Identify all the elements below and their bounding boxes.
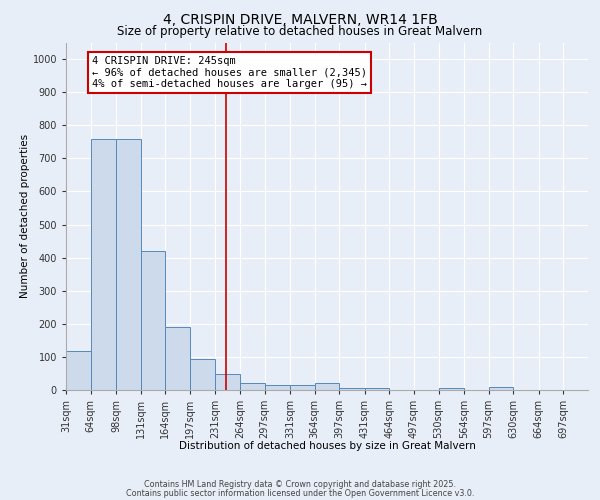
Bar bbox=[215, 374, 240, 390]
Text: 4 CRISPIN DRIVE: 245sqm
← 96% of detached houses are smaller (2,345)
4% of semi-: 4 CRISPIN DRIVE: 245sqm ← 96% of detache… bbox=[92, 56, 367, 89]
Text: Size of property relative to detached houses in Great Malvern: Size of property relative to detached ho… bbox=[118, 25, 482, 38]
Bar bbox=[240, 384, 265, 390]
Bar bbox=[290, 385, 314, 390]
Bar bbox=[265, 385, 290, 390]
Bar bbox=[166, 327, 190, 390]
Text: Contains HM Land Registry data © Crown copyright and database right 2025.: Contains HM Land Registry data © Crown c… bbox=[144, 480, 456, 489]
Bar bbox=[439, 388, 464, 390]
Y-axis label: Number of detached properties: Number of detached properties bbox=[20, 134, 29, 298]
Bar bbox=[365, 388, 389, 390]
Bar bbox=[116, 140, 140, 390]
Text: Contains public sector information licensed under the Open Government Licence v3: Contains public sector information licen… bbox=[126, 488, 474, 498]
Bar bbox=[340, 388, 365, 390]
Bar bbox=[314, 384, 340, 390]
Bar bbox=[66, 352, 91, 390]
Bar bbox=[91, 140, 116, 390]
Text: 4, CRISPIN DRIVE, MALVERN, WR14 1FB: 4, CRISPIN DRIVE, MALVERN, WR14 1FB bbox=[163, 12, 437, 26]
Bar bbox=[140, 251, 166, 390]
Bar bbox=[488, 388, 514, 390]
Bar bbox=[190, 358, 215, 390]
X-axis label: Distribution of detached houses by size in Great Malvern: Distribution of detached houses by size … bbox=[179, 441, 475, 451]
